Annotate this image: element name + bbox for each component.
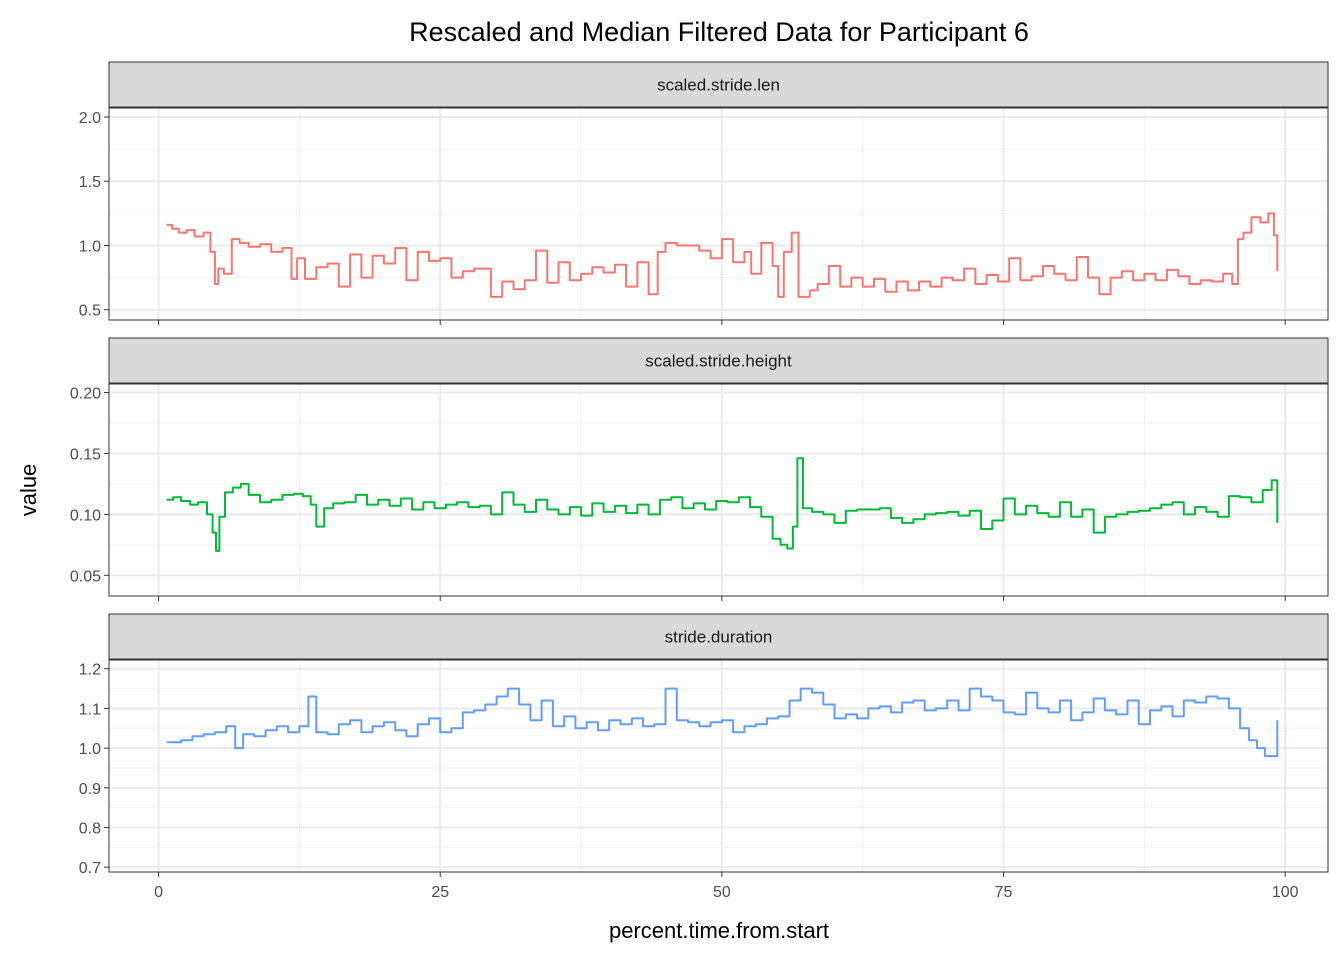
chart-title: Rescaled and Median Filtered Data for Pa…: [409, 17, 1029, 47]
y-tick-label: 0.10: [70, 507, 101, 524]
y-tick-label: 0.8: [79, 821, 101, 838]
panel-border: [108, 659, 1329, 873]
strip-label: scaled.stride.len: [657, 76, 780, 95]
y-tick-label: 0.20: [70, 386, 101, 403]
x-tick-label: 50: [713, 884, 731, 901]
panel-border: [108, 383, 1329, 597]
y-tick-label: 1.0: [79, 238, 101, 255]
strip-background: [108, 613, 1329, 660]
y-tick-label: 0.9: [79, 781, 101, 798]
panel-background: [109, 384, 1328, 596]
series-line-scaled-stride-len: [166, 212, 1279, 298]
panel-3: stride.duration 0.7 0.8 0.9 1.0 1.1 1.2: [79, 613, 1329, 877]
y-tick-label: 1.2: [79, 662, 101, 679]
panel-background: [109, 108, 1328, 320]
series-line-scaled-stride-height: [166, 457, 1279, 552]
y-tick-label: 0.7: [79, 860, 101, 877]
x-tick-label: 75: [995, 884, 1013, 901]
x-tick-label: 100: [1272, 884, 1299, 901]
y-tick-label: 1.0: [79, 741, 101, 758]
y-tick-label: 0.5: [79, 303, 101, 320]
y-tick-label: 1.1: [79, 701, 101, 718]
x-tick-label: 0: [154, 884, 163, 901]
y-axis-title: value: [16, 464, 41, 517]
y-tick-label: 1.5: [79, 174, 101, 191]
x-axis-title: percent.time.from.start: [609, 918, 829, 943]
panel-background: [109, 660, 1328, 872]
strip-label: stride.duration: [665, 628, 773, 647]
strip-label: scaled.stride.height: [645, 352, 792, 371]
series-line-stride-duration: [166, 687, 1279, 758]
strip-background: [108, 61, 1329, 108]
y-tick-label: 2.0: [79, 110, 101, 127]
panels: scaled.stride.len0.51.01.52.0scaled.stri…: [70, 61, 1329, 877]
panel-1: scaled.stride.len 0.5 1.0 1.5 2.0: [79, 61, 1329, 325]
panel-2: scaled.stride.height 0.05 0.10 0.15 0.20: [70, 337, 1329, 601]
x-axis: 0 25 50 75 100: [154, 884, 1299, 901]
strip-background: [108, 337, 1329, 384]
panel-border: [108, 107, 1329, 321]
y-tick-label: 0.15: [70, 446, 101, 463]
x-tick-label: 25: [431, 884, 449, 901]
y-tick-label: 0.05: [70, 568, 101, 585]
